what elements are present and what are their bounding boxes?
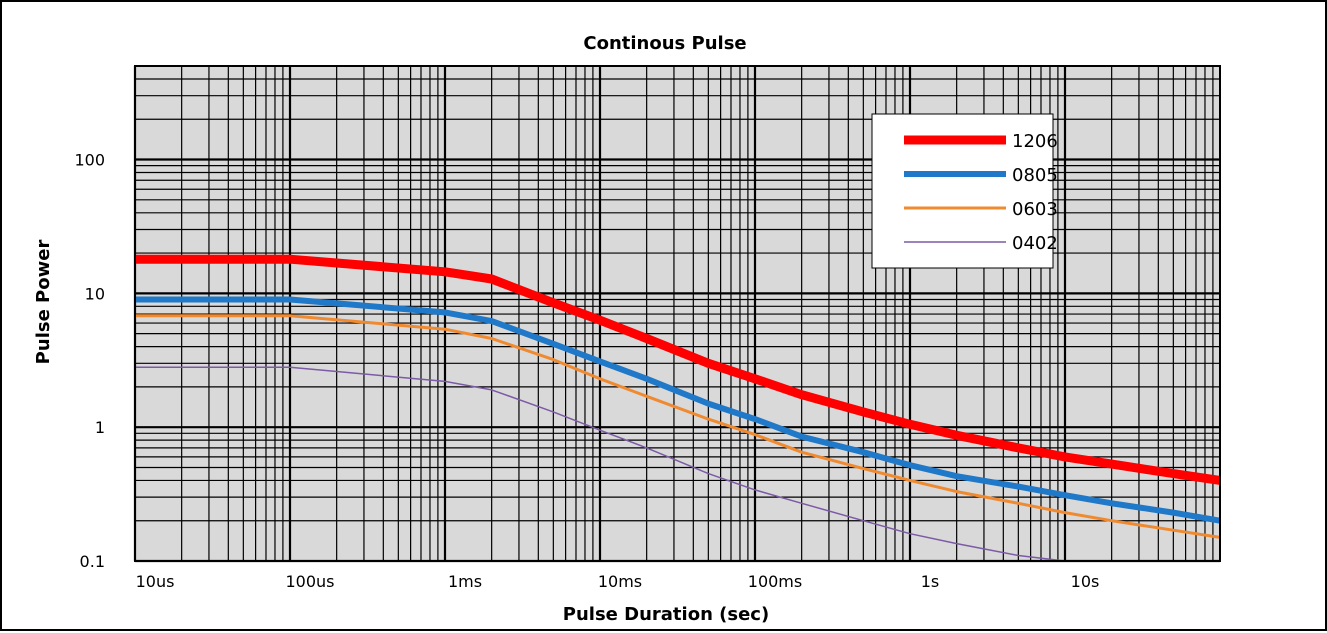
series-layer [135, 254, 1221, 562]
x-axis-title: Pulse Duration (sec) [563, 604, 769, 625]
legend: 1206 0805 0603 0402 [871, 113, 1058, 269]
y-tick-label: 10 [85, 284, 105, 303]
x-tick-label: 1ms [448, 572, 482, 591]
x-axis-ticks: 10us 100us 1ms 10ms 100ms 1s 10s [136, 572, 1100, 591]
series-line-1206 [135, 254, 1221, 485]
y-axis-title: Pulse Power [33, 240, 54, 365]
y-tick-label: 1 [95, 418, 105, 437]
y-axis-ticks: 0.1 1 10 100 [74, 151, 105, 571]
x-tick-label: 100ms [748, 572, 802, 591]
series-line-0402 [135, 366, 1066, 562]
legend-label-0805: 0805 [1012, 165, 1058, 186]
legend-label-0603: 0603 [1012, 199, 1058, 220]
x-tick-label: 1s [921, 572, 940, 591]
y-tick-label: 0.1 [80, 552, 105, 571]
minor-gridlines [135, 65, 1220, 561]
x-tick-label: 10us [136, 572, 175, 591]
legend-label-0402: 0402 [1012, 233, 1058, 254]
y-tick-label: 100 [74, 151, 105, 170]
x-tick-label: 10ms [598, 572, 642, 591]
legend-label-1206: 1206 [1012, 131, 1058, 152]
chart-title: Continous Pulse [583, 33, 746, 54]
x-tick-label: 100us [285, 572, 334, 591]
series-line-0805 [135, 296, 1221, 524]
series-line-0603 [135, 314, 1221, 539]
x-tick-label: 10s [1071, 572, 1100, 591]
plot-border [134, 65, 1221, 562]
